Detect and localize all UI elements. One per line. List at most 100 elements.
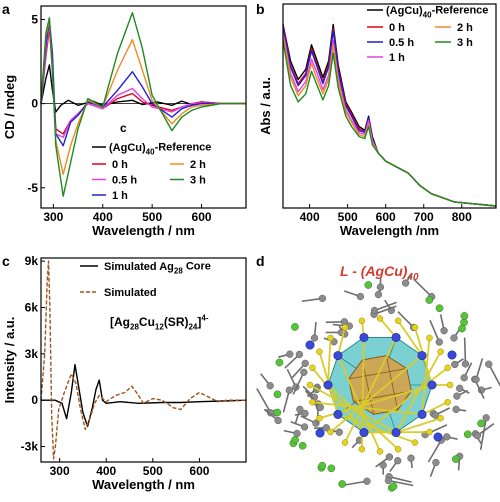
sulfur-atom [327,334,334,342]
ag-s-bond [397,320,423,357]
sulfur-atom [444,364,451,372]
chlorine-atom [435,304,444,313]
ligand-bond [388,475,412,483]
sulfur-atom [444,398,451,406]
chlorine-atom [275,358,284,367]
sulfur-atom [341,439,349,446]
chlorine-atom [338,480,347,488]
ligand-bond [388,479,414,487]
structure-title: L - (AgCu)40 [340,263,419,283]
plot-frame [40,257,247,463]
silver-atom [315,428,325,438]
series-line-1 [40,27,246,135]
x-axis-label: Wavelength / nm [92,223,195,238]
carbon-atom [310,334,319,342]
carbon-atom [472,375,480,384]
sulfur-atom [316,415,323,422]
sulfur-atom [394,317,402,325]
carbon-atom [301,359,309,368]
y-tick-label: 5 [31,12,38,26]
ag-s-bond [344,337,397,443]
carbon-atom [456,384,464,392]
chlorine-atom [318,461,327,470]
ligand-bond [373,305,397,316]
silver-atom [391,332,401,342]
chlorine-atom [327,464,336,473]
carbon-atom [460,374,468,382]
ligand-bond [282,389,291,413]
sulfur-atom [411,324,419,331]
legend-label: Simulated Ag28 Core [104,261,211,276]
formula-label-part: [Ag [110,315,130,329]
structure-title-part: (AgCu) [361,263,408,279]
legend-label: 2 h [190,159,206,171]
formula-label-part: 12 [155,323,164,332]
carbon-atom [394,457,402,465]
ag-s-bond [395,351,442,433]
sulfur-atom [358,317,366,325]
legend-label: 1 h [389,52,405,64]
y-axis-label: Abs / a.u. [258,77,273,135]
ag-s-bond [395,417,441,434]
ag-s-bond [337,355,381,452]
chlorine-atom [389,482,398,491]
formula-label-part: (SR) [164,315,189,329]
structure-title-part: - [348,263,360,279]
ag-s-bond [312,401,423,416]
panel-d: L - (AgCu)40 [256,263,500,492]
carbon-atom [266,382,274,390]
carbon-atom [316,403,324,411]
ligand-bond [374,301,397,312]
sulfur-atom [376,315,384,322]
x-tick-label: 600 [189,464,209,478]
legend-label-part: -Reference [432,5,489,17]
carbon-atom [274,416,282,425]
ligand-bond [292,371,305,395]
core-edge [385,355,399,411]
chlorine-atom [291,323,299,331]
series-line-1 [40,260,246,460]
carbon-atom [285,386,293,394]
chlorine-atom [273,390,282,399]
ligand-bond [475,358,484,380]
x-tick-label: 400 [96,464,116,478]
x-axis-label: Wavelength / nm [92,477,195,492]
series-line-3 [40,18,246,147]
plot-frame [40,5,247,209]
silver-atom [447,350,457,360]
carbon-atom [450,334,458,342]
chlorine-atom [298,441,307,450]
ligand-bond [479,417,487,451]
silver-atom [333,409,343,419]
carbon-atom [293,429,301,438]
formula-label-part: 28 [130,323,139,332]
formula-label-part: 4- [201,314,208,323]
ag-s-bond [337,327,346,356]
x-tick-label: 600 [192,210,212,224]
carbon-atom [453,392,461,400]
carbon-atom [443,433,451,441]
x-tick-label: 400 [93,210,113,224]
silver-atom [323,380,333,390]
structure-title-part: L [340,263,348,279]
carbon-atom [301,409,309,418]
silver-atom [427,380,437,390]
ligand-bond [463,337,467,364]
formula-label-part: Cu [139,315,155,329]
x-tick-label: 700 [414,210,434,224]
x-axis-label: Wavelength /nm [340,223,439,238]
silver-atom [433,432,443,442]
sulfur-atom [306,381,314,389]
chlorine-atom [477,419,485,428]
sulfur-atom [376,448,384,455]
y-tick-label: 6k [25,300,39,314]
x-tick-label: 400 [300,210,320,224]
carbon-atom [356,292,365,301]
sulfur-atom [327,428,334,436]
y-tick-label: 3k [25,347,39,361]
legend-label: (AgCu)40-Reference [386,5,488,20]
legend-label: 1 h [112,190,128,202]
carbon-atom [432,458,440,467]
chlorine-atom [463,430,472,439]
